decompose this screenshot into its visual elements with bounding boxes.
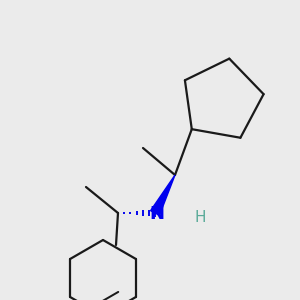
Text: H: H <box>195 211 206 226</box>
Polygon shape <box>151 175 175 215</box>
Text: N: N <box>149 205 164 223</box>
